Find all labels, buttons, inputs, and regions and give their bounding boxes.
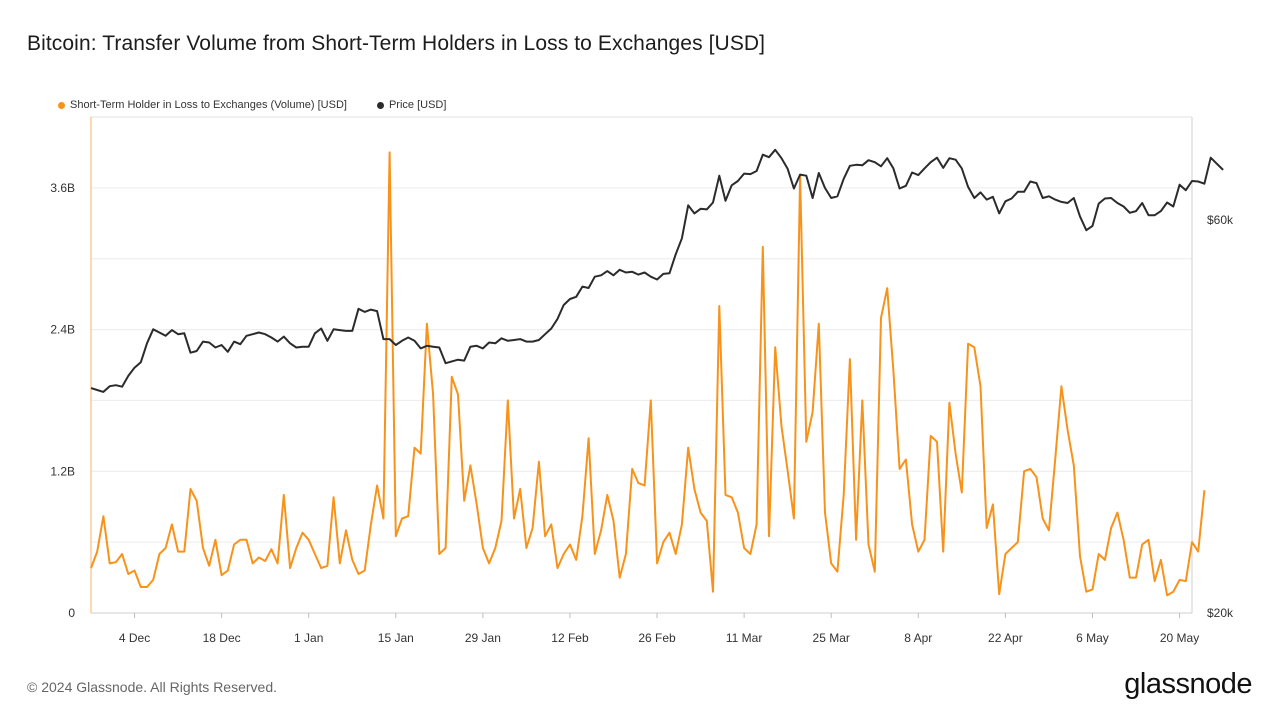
y-left-tick-label: 0 (68, 606, 75, 620)
x-tick-label: 20 May (1160, 631, 1199, 645)
x-tick-label: 25 Mar (813, 631, 850, 645)
y-right-tick-label: $60k (1207, 213, 1234, 227)
x-tick-label: 4 Dec (119, 631, 150, 645)
x-tick-label: 18 Dec (203, 631, 241, 645)
x-tick-label: 11 Mar (726, 631, 762, 645)
legend-dot-volume-icon (58, 101, 65, 109)
series-line-price[interactable] (90, 148, 1224, 393)
chart-title: Bitcoin: Transfer Volume from Short-Term… (27, 32, 766, 55)
glassnode-logo: glassnode (1124, 668, 1252, 700)
x-tick-label: 1 Jan (294, 631, 323, 645)
x-tick-label: 6 May (1076, 631, 1109, 645)
x-tick-label: 22 Apr (988, 631, 1023, 645)
legend-dot-price-icon (376, 101, 384, 109)
legend: Short-Term Holder in Loss to Exchanges (… (58, 99, 446, 111)
legend-label-price: Price [USD] (388, 99, 447, 111)
legend-item-volume[interactable]: Short-Term Holder in Loss to Exchanges (… (58, 99, 347, 111)
x-tick-label: 8 Apr (904, 631, 932, 645)
x-tick-label: 12 Feb (551, 631, 589, 645)
x-tick-label: 26 Feb (638, 631, 676, 645)
series-line-volume[interactable] (90, 151, 1206, 597)
x-tick-label: 15 Jan (378, 631, 414, 645)
x-tick-label: 29 Jan (465, 631, 501, 645)
copyright-text: © 2024 Glassnode. All Rights Reserved. (27, 679, 278, 695)
y-left-tick-label: 1.2B (50, 464, 75, 478)
y-left-tick-label: 3.6B (50, 181, 75, 195)
legend-label-volume: Short-Term Holder in Loss to Exchanges (… (70, 99, 347, 111)
legend-item-price[interactable]: Price [USD] (376, 99, 447, 111)
y-right-tick-label: $20k (1207, 606, 1234, 620)
y-left-tick-label: 2.4B (50, 323, 75, 337)
